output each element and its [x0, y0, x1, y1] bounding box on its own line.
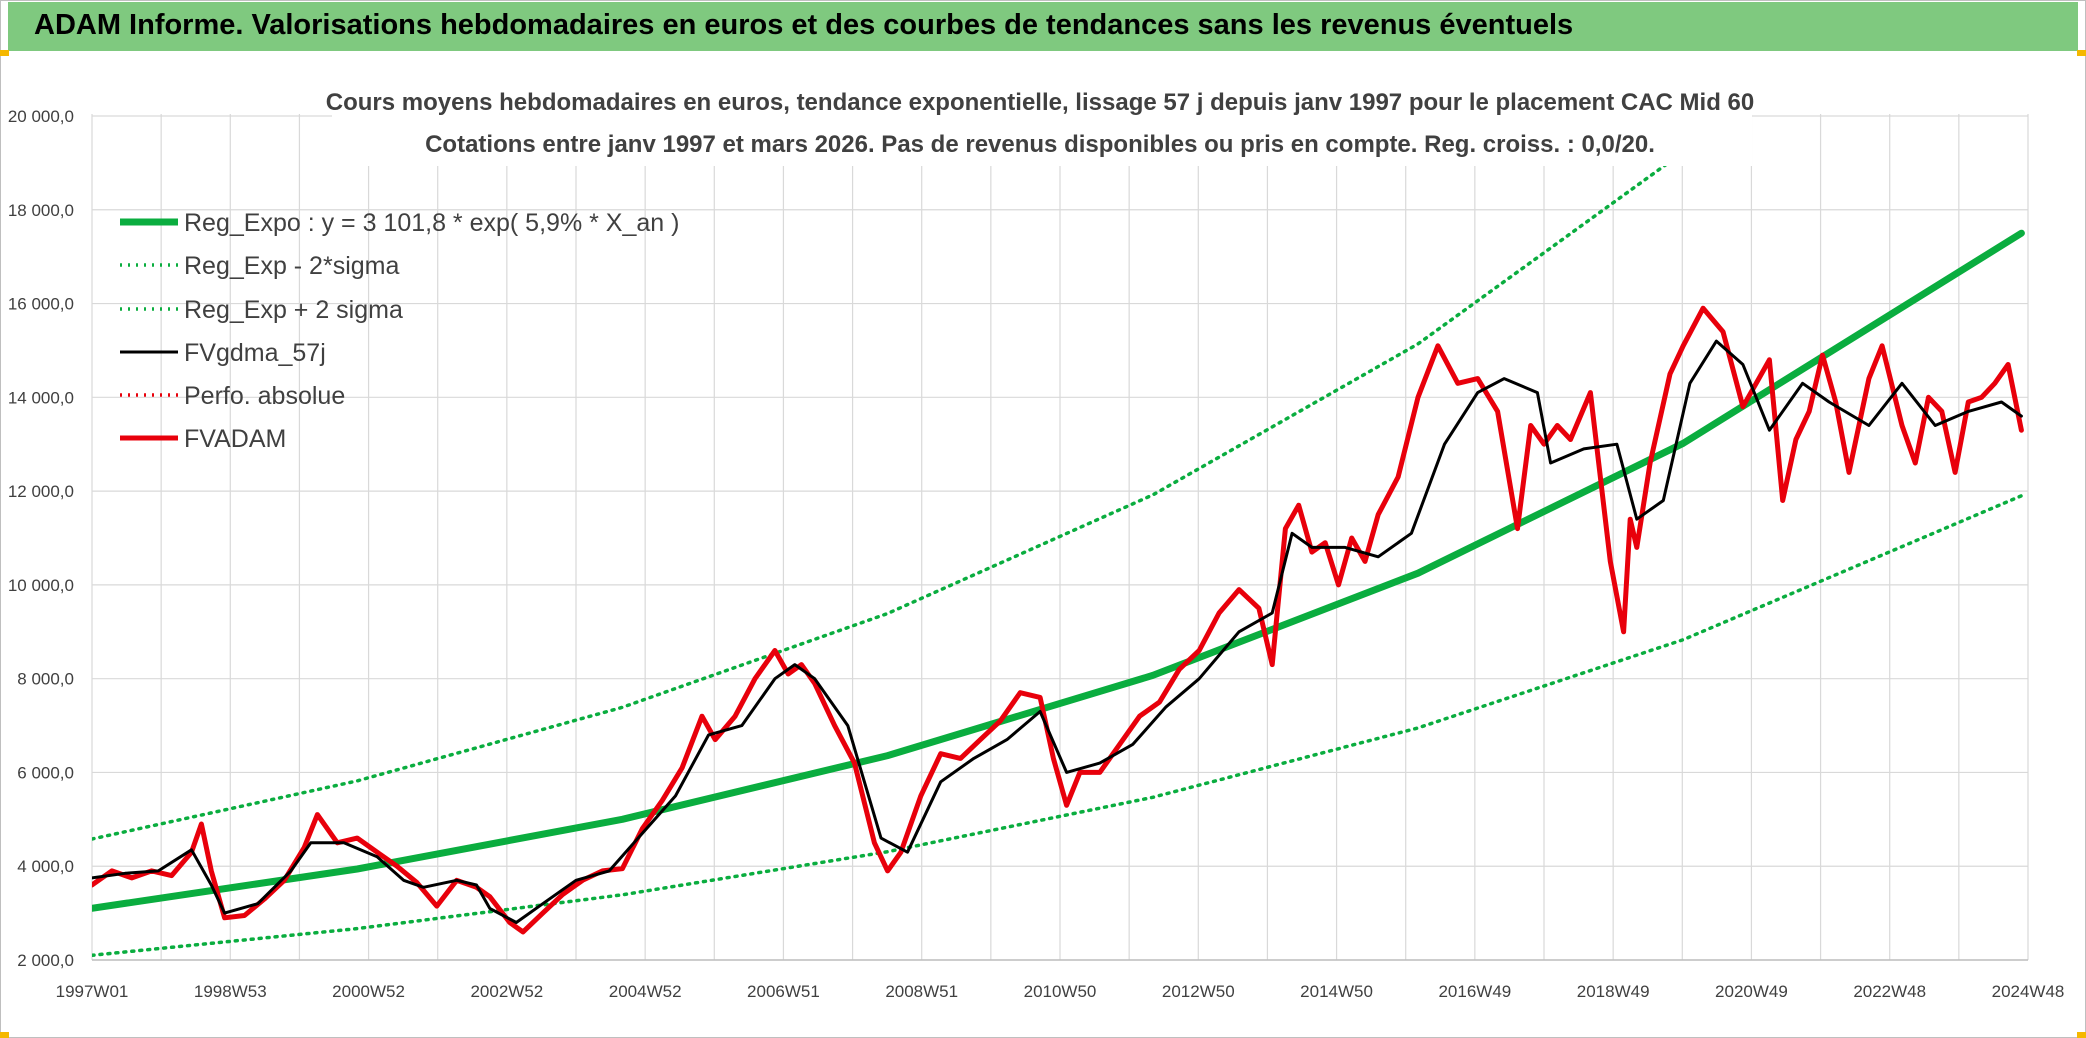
x-tick-label: 2014W50	[1300, 982, 1373, 1001]
x-tick-label: 2008W51	[885, 982, 958, 1001]
y-tick-label: 12 000,0	[8, 482, 74, 501]
y-tick-label: 2 000,0	[17, 951, 74, 970]
y-tick-label: 4 000,0	[17, 857, 74, 876]
legend-label: FVADAM	[184, 425, 286, 453]
corner-mark	[0, 1032, 9, 1038]
legend-label: Perfo. absolue	[184, 382, 345, 410]
x-tick-label: 2002W52	[470, 982, 543, 1001]
x-tick-label: 2012W50	[1162, 982, 1235, 1001]
chart-title: Cours moyens hebdomadaires en euros, ten…	[326, 89, 1754, 116]
y-tick-label: 10 000,0	[8, 576, 74, 595]
report-title: ADAM Informe. Valorisations hebdomadaire…	[34, 9, 1574, 41]
y-tick-label: 6 000,0	[17, 763, 74, 782]
x-tick-label: 1998W53	[194, 982, 267, 1001]
y-tick-label: 8 000,0	[17, 670, 74, 689]
x-tick-label: 2020W49	[1715, 982, 1788, 1001]
corner-mark	[2077, 1032, 2086, 1038]
legend-label: Reg_Exp - 2*sigma	[184, 252, 399, 280]
x-tick-label: 2018W49	[1577, 982, 1650, 1001]
report-header: ADAM Informe. Valorisations hebdomadaire…	[8, 2, 2078, 51]
chart-gridlines	[91, 114, 2029, 961]
chart-legend: Reg_Expo : y = 3 101,8 * exp( 5,9% * X_a…	[120, 209, 679, 453]
x-tick-label: 2022W48	[1853, 982, 1926, 1001]
legend-label: FVgdma_57j	[184, 339, 326, 367]
corner-mark	[0, 50, 9, 56]
corner-mark	[2077, 50, 2086, 56]
x-tick-label: 2006W51	[747, 982, 820, 1001]
x-tick-label: 2000W52	[332, 982, 405, 1001]
legend-label: Reg_Expo : y = 3 101,8 * exp( 5,9% * X_a…	[184, 209, 679, 237]
series-line-5	[92, 305, 2024, 935]
series-line-0	[92, 229, 2025, 912]
y-tick-label: 20 000,0	[8, 107, 74, 126]
series-line-3	[92, 339, 2023, 924]
x-tick-label: 2010W50	[1024, 982, 1097, 1001]
series-line-2	[92, 114, 1728, 841]
chart-series	[92, 114, 2025, 958]
series-line-1	[92, 494, 2024, 958]
y-tick-label: 16 000,0	[8, 295, 74, 314]
legend-label: Reg_Exp + 2 sigma	[184, 296, 403, 324]
x-axis-ticks: 1997W01 1998W53 2000W52 2002W52 2004W52 2006W…	[56, 982, 2065, 1001]
chart-subtitle: Cotations entre janv 1997 et mars 2026. …	[425, 131, 1655, 158]
x-tick-label: 1997W01	[56, 982, 129, 1001]
y-axis-ticks: 20 000,0 18 000,0 16 000,0 14 000,0 12 000,0…	[8, 107, 74, 970]
x-tick-label: 2016W49	[1438, 982, 1511, 1001]
x-tick-label: 2024W48	[1992, 982, 2065, 1001]
x-tick-label: 2004W52	[609, 982, 682, 1001]
y-tick-label: 14 000,0	[8, 388, 74, 407]
y-tick-label: 18 000,0	[8, 201, 74, 220]
title-background	[332, 80, 1752, 166]
